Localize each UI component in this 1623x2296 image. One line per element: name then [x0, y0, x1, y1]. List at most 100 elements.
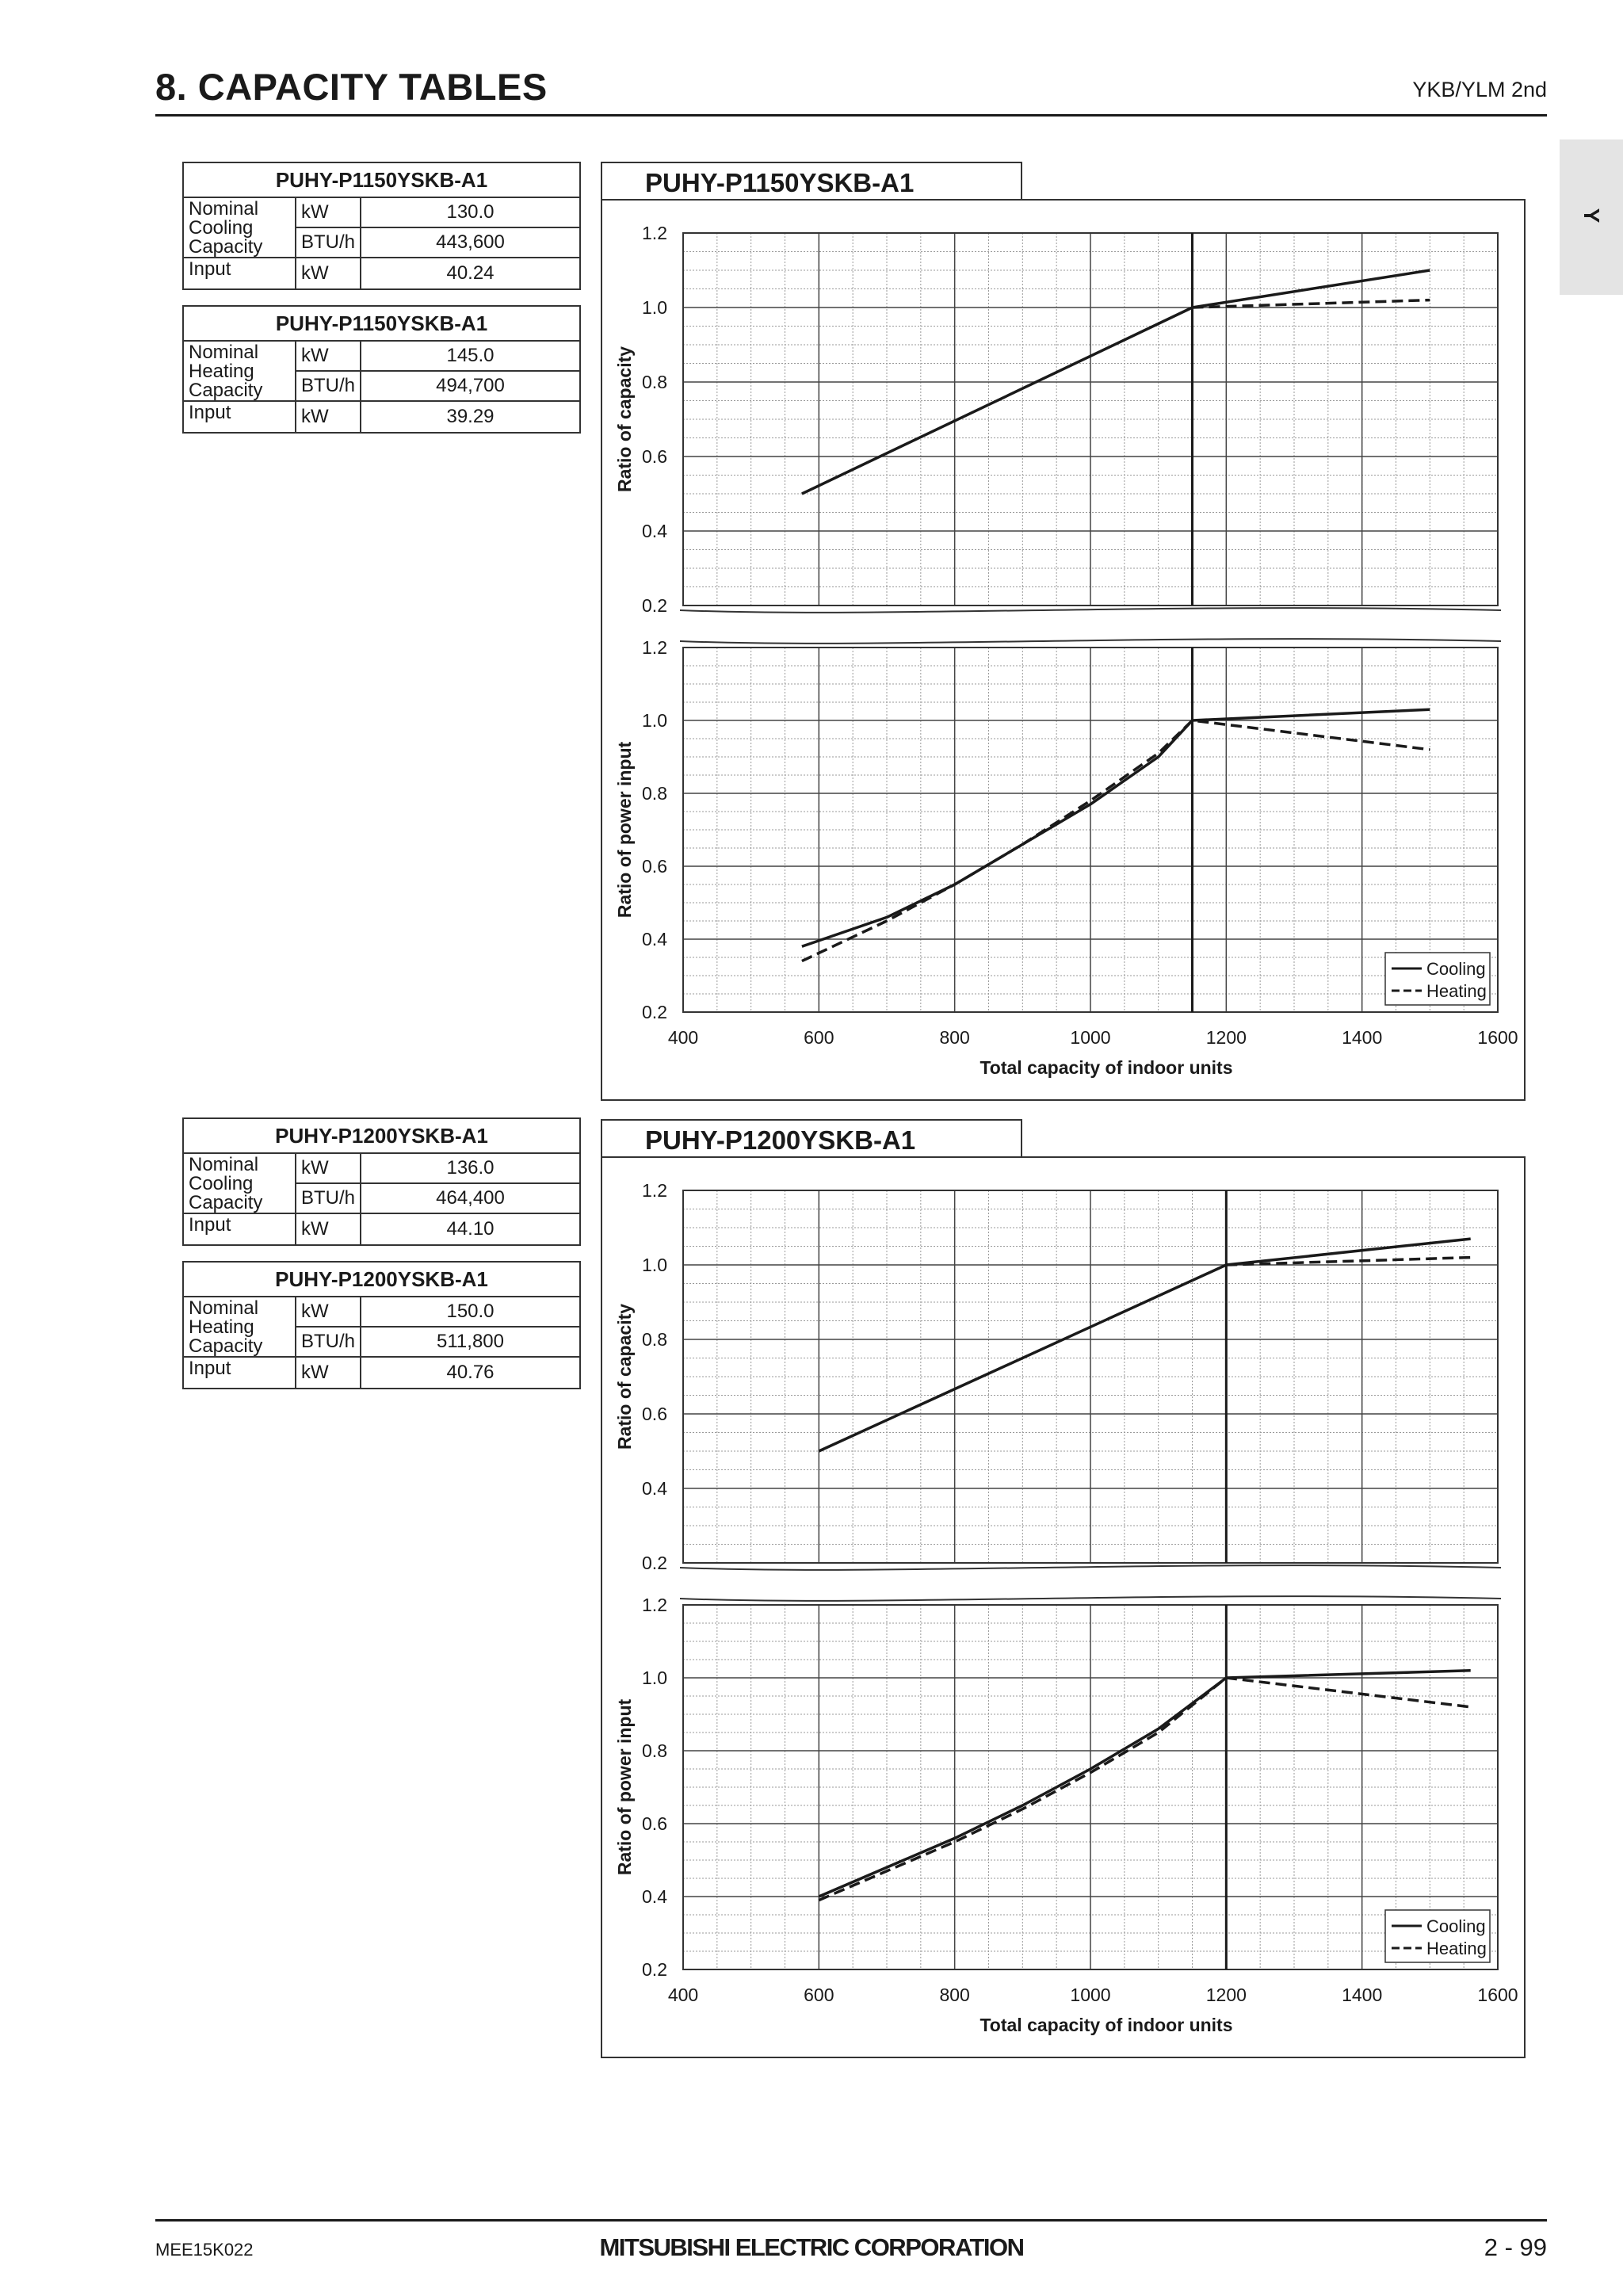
y-tick-label: 0.8 [642, 372, 667, 392]
side-tab-label: Y [1579, 208, 1604, 223]
x-tick-label: 1400 [1342, 1027, 1382, 1048]
legend-box [1384, 952, 1491, 1006]
spec-label: Nominal Heating Capacity [182, 1296, 296, 1358]
chart-title: PUHY-P1200YSKB-A1 [645, 1125, 915, 1155]
x-tick-label: 1400 [1342, 1985, 1382, 2005]
x-tick-label: 800 [939, 1027, 969, 1048]
series-heating-line [818, 1676, 1471, 1902]
spec-unit-kw: kW [294, 340, 362, 372]
series-heating-line [801, 719, 1430, 963]
page-title: 8. CAPACITY TABLES [155, 66, 548, 108]
spec-input: 40.24 [360, 257, 581, 290]
y-tick-label: 1.2 [642, 1595, 667, 1615]
y-tick-label: 1.2 [642, 637, 667, 658]
y-axis-label: Ratio of capacity [614, 346, 635, 492]
spec-btu: 464,400 [360, 1182, 581, 1214]
y-tick-label: 1.2 [642, 223, 667, 243]
x-tick-label: 600 [804, 1985, 834, 2005]
axis-break-line [679, 1564, 1502, 1571]
panel-capacity: 1.2 1.0 0.8 0.6 0.4 0.2 Ratio of capacity [614, 223, 1499, 616]
y-tick-label: 1.2 [642, 1180, 667, 1201]
spec-btu: 511,800 [360, 1326, 581, 1358]
spec-unit-kw: kW [294, 400, 362, 434]
chart-p1200: PUHY-P1200YSKB-A1 1.2 1.0 0.8 0.6 0.4 0.2 Ratio… [601, 1119, 1526, 2059]
spec-table-1200-cooling: PUHY-P1200YSKB-A1 Nominal Cooling Capaci… [182, 1117, 581, 1246]
spec-unit-btu: BTU/h [294, 370, 362, 402]
page-number: 2 - 99 [1484, 2233, 1547, 2261]
spec-model: PUHY-P1150YSKB-A1 [182, 305, 581, 342]
spec-btu: 443,600 [360, 227, 581, 258]
legend-label-heating: Heating [1426, 1939, 1487, 1958]
y-axis-label: Ratio of power input [614, 1699, 635, 1876]
chart-p1150: PUHY-P1150YSKB-A1 1.2 1.0 0.8 0.6 0.4 0.2 Ratio… [601, 162, 1526, 1102]
axis-break-line [679, 638, 1502, 644]
x-tick-label: 1200 [1206, 1985, 1247, 2005]
y-tick-label: 1.0 [642, 297, 667, 318]
spec-label: Nominal Heating Capacity [182, 340, 296, 402]
series-heating-line [1226, 1255, 1471, 1266]
y-tick-label: 1.0 [642, 1668, 667, 1688]
x-tick-label: 600 [804, 1027, 834, 1048]
y-tick-label: 0.2 [642, 595, 667, 616]
chart-frame [601, 199, 1526, 1101]
spec-unit-kw: kW [294, 1296, 362, 1328]
x-tick-label: 400 [668, 1985, 698, 2005]
y-tick-label: 0.6 [642, 1813, 667, 1834]
chart-title: PUHY-P1150YSKB-A1 [645, 168, 914, 197]
spec-unit-kw: kW [294, 1152, 362, 1184]
axis-break-band [680, 1565, 1501, 1601]
spec-table-1200-heating: PUHY-P1200YSKB-A1 Nominal Heating Capaci… [182, 1261, 581, 1389]
spec-unit-kw: kW [294, 197, 362, 228]
chart-frame [601, 1156, 1526, 2058]
panel-capacity: 1.2 1.0 0.8 0.6 0.4 0.2 Ratio of capacity [614, 1180, 1499, 1573]
x-tick-label: 800 [939, 1985, 969, 2005]
side-tab: Y [1560, 139, 1623, 295]
y-tick-label: 0.4 [642, 1478, 667, 1499]
spec-model: PUHY-P1150YSKB-A1 [182, 162, 581, 198]
spec-model: PUHY-P1200YSKB-A1 [182, 1261, 581, 1297]
y-tick-label: 1.0 [642, 1255, 667, 1275]
doc-code: MEE15K022 [155, 2240, 254, 2260]
y-tick-label: 0.8 [642, 783, 667, 804]
panel-power-input: 1.2 1.0 0.8 0.6 0.4 0.2 Ratio of power input [614, 637, 1499, 1022]
series-cooling-line [801, 708, 1430, 948]
plot-border [682, 1190, 1499, 1564]
x-tick-label: 1600 [1477, 1985, 1518, 2005]
plot-border [682, 647, 1499, 1013]
y-tick-label: 0.2 [642, 1553, 667, 1573]
footer-rule [155, 2219, 1547, 2222]
y-tick-label: 0.4 [642, 521, 667, 541]
axis-break-band [680, 608, 1501, 644]
y-tick-label: 0.2 [642, 1959, 667, 1980]
plot-border [682, 1604, 1499, 1970]
spec-unit-kw: kW [294, 1356, 362, 1389]
spec-input-label: Input [182, 257, 296, 290]
panel-power-input: 1.2 1.0 0.8 0.6 0.4 0.2 Ratio of power input [614, 1595, 1499, 1980]
series-heating-line [1192, 298, 1430, 309]
y-tick-label: 0.6 [642, 856, 667, 877]
spec-input: 44.10 [360, 1213, 581, 1246]
spec-kw: 145.0 [360, 340, 581, 372]
spec-unit-btu: BTU/h [294, 1326, 362, 1358]
spec-unit-kw: kW [294, 1213, 362, 1246]
page-subtitle: YKB/YLM 2nd [1412, 78, 1547, 101]
y-tick-label: 0.8 [642, 1329, 667, 1350]
x-axis-label: Total capacity of indoor units [980, 1057, 1232, 1078]
spec-unit-btu: BTU/h [294, 1182, 362, 1214]
header-rule [155, 114, 1547, 117]
y-tick-label: 0.6 [642, 446, 667, 467]
y-tick-label: 1.0 [642, 710, 667, 731]
x-axis-label: Total capacity of indoor units [980, 2015, 1232, 2035]
series-cooling-line [818, 1237, 1471, 1453]
chart-p1150-svg: PUHY-P1150YSKB-A1 1.2 1.0 0.8 0.6 0.4 0.2 Ratio… [601, 162, 1526, 1101]
y-axis-label: Ratio of capacity [614, 1304, 635, 1450]
plot-border [682, 232, 1499, 606]
spec-kw: 136.0 [360, 1152, 581, 1184]
spec-input-label: Input [182, 400, 296, 434]
spec-table-1150-heating: PUHY-P1150YSKB-A1 Nominal Heating Capaci… [182, 305, 581, 434]
spec-table-1150-cooling: PUHY-P1150YSKB-A1 Nominal Cooling Capaci… [182, 162, 581, 290]
chart-p1200-svg: PUHY-P1200YSKB-A1 1.2 1.0 0.8 0.6 0.4 0.2 Ratio… [601, 1119, 1526, 2058]
spec-input: 39.29 [360, 400, 581, 434]
spec-input: 40.76 [360, 1356, 581, 1389]
